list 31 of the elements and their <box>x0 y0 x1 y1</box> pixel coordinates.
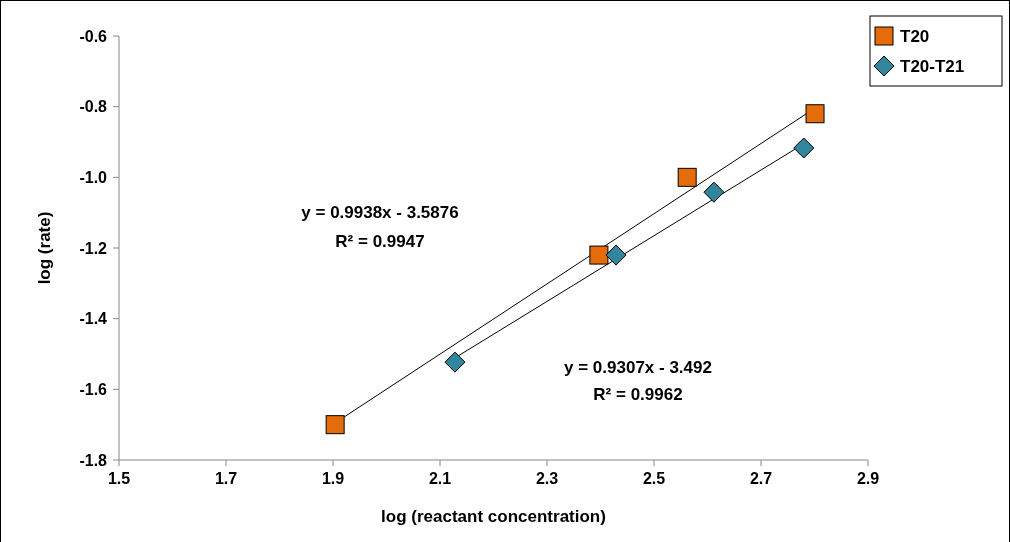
annotation: y = 0.9307x - 3.492 <box>564 358 712 377</box>
point <box>805 104 825 124</box>
y-tick-label: -0.8 <box>79 98 108 116</box>
annotation: y = 0.9938x - 3.5876 <box>301 203 459 222</box>
y-tick-label: -1.0 <box>79 168 108 186</box>
annotation: R² = 0.9947 <box>335 232 425 251</box>
x-tick-label: 2.1 <box>428 470 452 487</box>
x-tick-label: 1.9 <box>321 470 345 487</box>
y-tick-label: -0.6 <box>79 27 108 45</box>
y-axis-title: log (rate) <box>35 211 54 285</box>
x-tick-label: 1.5 <box>107 470 131 487</box>
y-tick-label: -1.2 <box>79 239 108 257</box>
point <box>444 351 466 373</box>
point <box>325 415 345 435</box>
legend-label: T20-T21 <box>900 56 965 76</box>
y-tick-label: -1.4 <box>79 310 108 328</box>
x-tick-label: 2.7 <box>749 470 773 487</box>
annotation: R² = 0.9962 <box>593 385 683 404</box>
point <box>605 244 627 266</box>
point <box>703 181 725 203</box>
legend-label: T20 <box>900 26 930 46</box>
y-tick-label: -1.6 <box>79 380 108 398</box>
point <box>677 167 697 187</box>
x-tick-label: 2.9 <box>856 470 880 487</box>
x-tick-label: 2.3 <box>535 470 559 487</box>
x-axis-title: log (reactant concentration) <box>381 507 606 526</box>
point <box>589 245 609 265</box>
x-tick-label: 1.7 <box>214 470 238 487</box>
x-tick-label: 2.5 <box>642 470 666 487</box>
y-tick-label: -1.8 <box>79 451 108 469</box>
point <box>793 137 815 159</box>
